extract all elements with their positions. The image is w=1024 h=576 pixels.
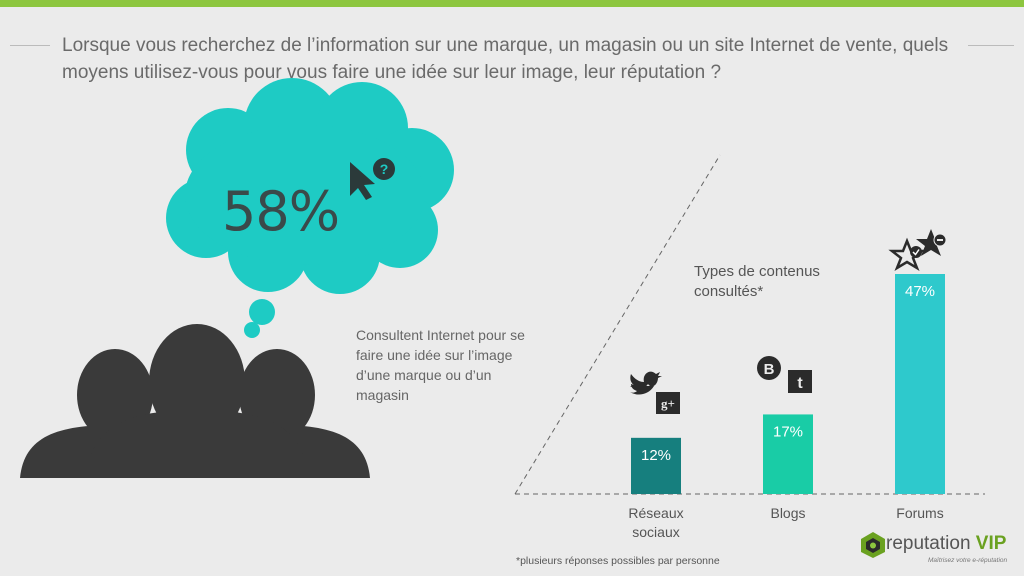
star-minus-icon [916,229,947,256]
diagonal-guide-line [514,154,721,495]
brand-logo: reputation VIP Maîtrisez votre e-réputat… [860,531,1020,571]
brand-name: reputation VIP [886,533,1007,554]
blogger-icon: B [757,356,781,380]
brand-tagline: Maîtrisez votre e-réputation [928,557,1008,564]
survey-question: Lorsque vous recherchez de l’information… [56,32,968,86]
category-label: Blogs [770,505,805,521]
bar-1 [631,437,681,494]
category-label: Réseaux [628,505,683,521]
star-check-icon [888,237,926,271]
people-silhouettes-icon [20,324,370,478]
reputation-vip-logo-icon [861,532,885,558]
bar-3 [895,274,945,494]
tumblr-icon: t [788,370,812,393]
footnote: *plusieurs réponses possibles par person… [516,555,720,567]
chart-title: Types de contenus consultés* [694,263,820,300]
bar-2 [763,414,813,494]
chart-bars: 12% Réseaux sociaux 17% Blogs 47% Forums [628,274,945,540]
headline-caption: Consultent Internet pour se faire une id… [356,327,525,403]
question-cursor-icon: ? [350,158,395,200]
svg-text:g+: g+ [661,396,675,411]
twitter-icon [630,371,662,395]
bar-value-label: 47% [905,283,935,300]
google-plus-icon: g+ [656,392,680,414]
category-label: sociaux [632,524,679,540]
category-label: Forums [896,505,943,521]
title-rule-right [960,45,1014,46]
title-rule-left [10,45,50,46]
svg-text:t: t [797,375,803,392]
bar-value-label: 12% [641,447,671,464]
thought-cloud [166,78,454,338]
top-accent-bar [0,0,1024,7]
headline-percent: 58% [222,180,340,243]
svg-text:B: B [764,361,775,378]
svg-text:?: ? [380,161,389,177]
bar-value-label: 17% [773,423,803,440]
